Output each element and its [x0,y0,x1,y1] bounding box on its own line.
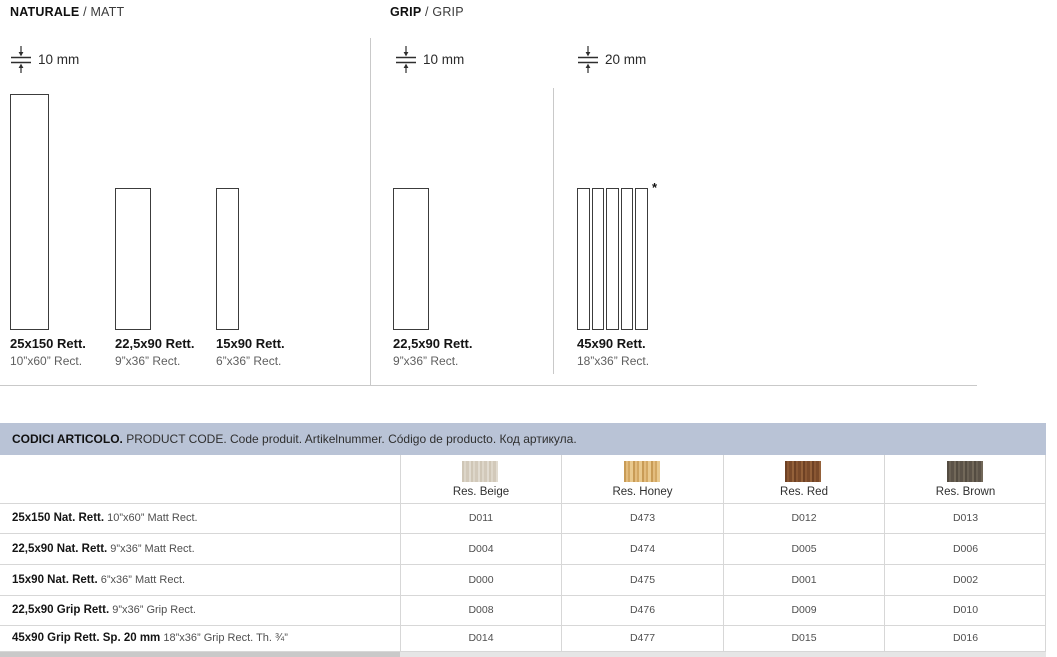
tile-size-label: 45x90 Rett. [577,336,646,351]
thickness-divider [553,88,554,374]
tile-shape-15x90 [216,188,239,330]
tile-imperial-label: 18”x36” Rect. [577,354,650,368]
product-code: D015 [791,632,817,644]
section-title-grip: GRIP / GRIP [390,5,464,19]
plank [635,188,648,330]
codes-header-rest: PRODUCT CODE. Code produit. Artikelnumme… [122,432,577,446]
product-code: D014 [468,632,494,644]
row-description: 45x90 Grip Rett. Sp. 20 mm 18”x36” Grip … [12,632,288,644]
product-code: D000 [468,574,494,586]
row-divider [0,533,1046,534]
section-divider [370,38,371,385]
tile-size-label: 15x90 Rett. [216,336,285,351]
product-code: D009 [791,604,817,616]
row-divider [0,651,1046,652]
swatch-res-beige [462,461,498,482]
product-code: D001 [791,574,817,586]
column-label: Res. Honey [612,486,673,498]
bottom-bar-left [0,652,400,657]
tile-size-label: 22,5x90 Rett. [115,336,195,351]
product-code: D016 [952,632,979,644]
tile-shape-22x90-nat [115,188,151,330]
thickness-label: 20 mm [605,52,647,67]
row-divider [0,503,1046,504]
top-section-bottom-rule [0,385,977,386]
column-label: Res. Brown [935,486,996,498]
product-code: D011 [468,512,494,524]
thickness-icon [11,46,31,73]
product-code: D005 [791,543,817,555]
section-title-naturale: NATURALE / MATT [10,5,124,19]
row-description: 22,5x90 Grip Rett. 9”x36” Grip Rect. [12,604,196,616]
swatch-res-honey [624,461,660,482]
swatch-res-brown [947,461,983,482]
table-right-border [1045,455,1046,651]
plank [577,188,590,330]
section-title-grip-rest: / GRIP [421,5,464,19]
product-code: D012 [791,512,817,524]
tile-shape-22x90-grip [393,188,429,330]
section-title-grip-bold: GRIP [390,5,422,19]
tile-imperial-label: 10”x60” Rect. [10,354,83,368]
tile-size-label: 22,5x90 Rett. [393,336,473,351]
row-description: 25x150 Nat. Rett. 10”x60” Matt Rect. [12,512,198,524]
product-code: D477 [629,632,656,644]
tile-imperial-label: 9”x36” Rect. [115,354,181,368]
swatch-res-red [785,461,821,482]
column-divider [561,455,562,651]
plank [620,188,634,330]
column-label: Res. Red [780,486,828,498]
section-title-naturale-rest: / MATT [79,5,125,19]
column-divider [884,455,885,651]
thickness-icon [578,46,598,73]
bottom-bar-right [400,652,1046,657]
product-code: D475 [629,574,656,586]
row-description: 15x90 Nat. Rett. 6”x36” Matt Rect. [12,574,186,586]
product-code: D006 [952,543,979,555]
row-description: 22,5x90 Nat. Rett. 9”x36” Matt Rect. [12,543,195,555]
column-divider [723,455,724,651]
column-label: Res. Beige [452,486,510,498]
row-divider [0,564,1046,565]
tile-shape-45x90-planks [577,188,648,330]
footnote-asterisk: * [652,180,658,195]
tile-imperial-label: 6”x36” Rect. [216,354,282,368]
section-title-naturale-bold: NATURALE [10,5,80,19]
product-code: D004 [468,543,494,555]
thickness-icon [396,46,416,73]
plank [606,188,619,330]
product-code: D476 [629,604,656,616]
codes-table-header-band: CODICI ARTICOLO. PRODUCT CODE. Code prod… [0,423,1046,455]
row-divider [0,625,1046,626]
row-divider [0,595,1046,596]
product-code: D008 [468,604,494,616]
product-code: D010 [952,604,979,616]
tile-shape-25x150 [10,94,49,330]
product-code: D002 [952,574,979,586]
thickness-label: 10 mm [423,52,465,67]
tile-imperial-label: 9”x36” Rect. [393,354,459,368]
plank [591,188,605,330]
product-code: D473 [629,512,656,524]
product-code: D474 [629,543,656,555]
tile-size-label: 25x150 Rett. [10,336,86,351]
thickness-label: 10 mm [38,52,80,67]
product-code: D013 [952,512,979,524]
codes-header-bold: CODICI ARTICOLO. [12,432,123,446]
column-divider [400,455,401,651]
